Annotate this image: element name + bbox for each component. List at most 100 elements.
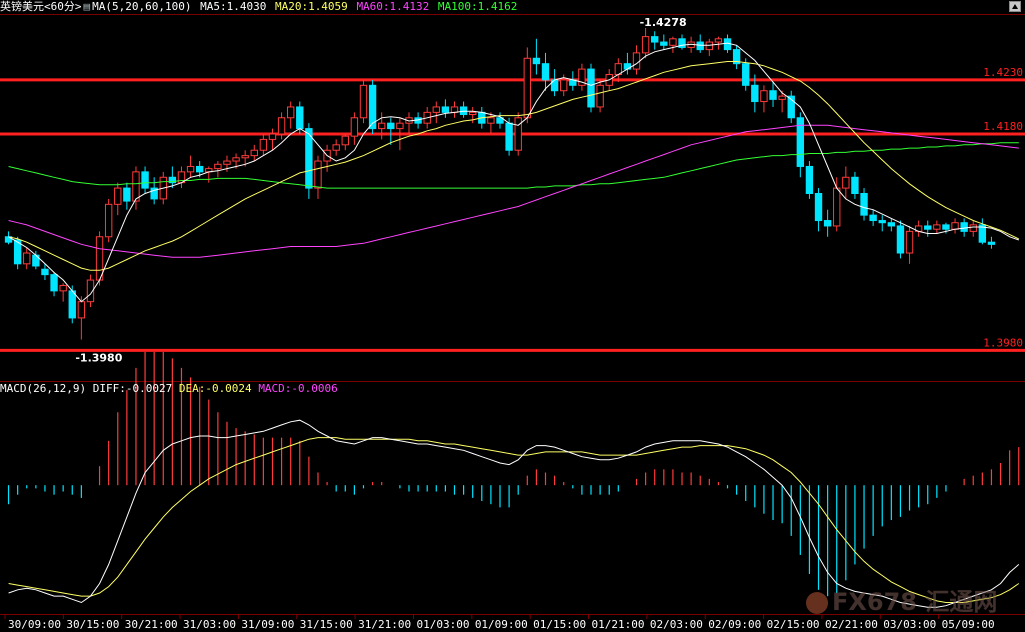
candle-body [104, 203, 113, 238]
time-axis-label: 31/21:00 [358, 618, 411, 631]
candle-body [186, 165, 195, 173]
candle-body [796, 117, 805, 167]
time-axis-label: 01/09:00 [475, 618, 528, 631]
candle-body [678, 38, 686, 48]
candle-body [223, 160, 231, 165]
candle-body [933, 224, 941, 230]
candle-body [195, 165, 204, 173]
candle-body [268, 133, 277, 140]
candle-body [869, 214, 877, 222]
candle-body [332, 144, 340, 151]
price-header: 英镑美元<60分> ▤ MA(5,20,60,100) MA5:1.4030 MA2… [0, 0, 1025, 14]
candle-body [77, 301, 86, 319]
candle-body [350, 117, 359, 137]
candle-body [378, 122, 386, 130]
candle-body [450, 106, 459, 113]
candle-body [150, 187, 158, 200]
candle-body [314, 160, 322, 189]
candle-body [368, 84, 377, 130]
candle-body [532, 57, 541, 65]
ma20-value: MA20:1.4059 [274, 0, 348, 13]
macd-diff-value: DIFF:-0.0027 [92, 382, 173, 395]
candle-body [168, 176, 177, 184]
candle-body [833, 187, 841, 227]
candle-body [59, 284, 67, 292]
candle-body [787, 95, 795, 119]
macd-label: MACD(26,12,9) [0, 382, 87, 395]
price-level-label: 1.3980 [983, 336, 1023, 349]
fx678-logo-icon [806, 592, 828, 614]
candle-body [560, 79, 568, 92]
candle-body [505, 122, 513, 151]
price-extreme-annotation: -1.4278 [640, 16, 687, 29]
candle-body [68, 290, 76, 319]
candle-body [286, 106, 295, 119]
candle-body [978, 224, 987, 243]
candle-body [4, 236, 13, 243]
time-axis-label: 01/15:00 [533, 618, 586, 631]
macd-dea-line [8, 437, 1020, 603]
candle-body [359, 84, 368, 119]
candle-body [632, 52, 641, 70]
time-axis-label: 05/09:00 [942, 618, 995, 631]
candle-body [705, 41, 714, 51]
candle-body [496, 117, 504, 124]
candle-body [396, 122, 404, 130]
candle-body [232, 157, 240, 162]
candle-body [250, 149, 258, 157]
candle-body [487, 117, 495, 124]
candle-body [523, 57, 531, 119]
candle-body [441, 106, 450, 113]
macd-header: MACD(26,12,9) DIFF:-0.0027 DEA:-0.0024 M… [0, 382, 1025, 396]
price-level-label: 1.4230 [983, 66, 1023, 79]
candle-body [578, 68, 586, 86]
candle-body [41, 268, 49, 276]
candle-body [742, 63, 750, 86]
time-axis-label: 30/21:00 [125, 618, 178, 631]
candle-body [696, 41, 704, 51]
price-level-label: 1.4180 [983, 120, 1023, 133]
candle-body [732, 49, 741, 65]
candle-body [769, 90, 777, 100]
candle-body [805, 165, 814, 194]
time-axis-label: 31/03:00 [183, 618, 236, 631]
ma-indicator-icon: ▤ [83, 0, 91, 13]
candle-body [141, 171, 149, 189]
time-axis-label: 02/15:00 [767, 618, 820, 631]
candle-body [751, 84, 759, 103]
time-axis-label: 31/09:00 [241, 618, 294, 631]
candle-body [432, 106, 440, 113]
candle-body [241, 155, 249, 159]
ma5-line [8, 42, 1019, 303]
time-axis-label: 02/03:00 [650, 618, 703, 631]
candle-body [823, 220, 832, 227]
ma100-line [8, 142, 1019, 189]
candle-body [469, 111, 477, 116]
candle-body [669, 38, 677, 46]
candle-body [887, 222, 896, 227]
candle-body [723, 38, 732, 51]
candle-body [960, 222, 968, 232]
watermark-text: FX678 汇通网 [832, 588, 998, 616]
time-axis-label: 30/15:00 [66, 618, 119, 631]
candle-body [123, 187, 131, 202]
candle-body [660, 41, 668, 46]
candle-body [924, 225, 932, 230]
candle-body [13, 239, 22, 265]
time-axis-label: 02/21:00 [825, 618, 878, 631]
candle-body [651, 36, 659, 43]
candle-body [514, 117, 522, 151]
candle-body [114, 187, 122, 205]
time-axis-label: 01/21:00 [592, 618, 645, 631]
price-extreme-annotation: -1.3980 [75, 351, 122, 364]
candle-body [896, 225, 905, 254]
ma60-value: MA60:1.4132 [356, 0, 430, 13]
time-axis-label: 30/09:00 [8, 618, 61, 631]
candle-body [778, 95, 786, 100]
time-axis-label: 01/03:00 [416, 618, 469, 631]
candle-body [851, 176, 859, 194]
instrument-title[interactable]: 英镑美元<60分> [0, 0, 82, 13]
ma100-value: MA100:1.4162 [437, 0, 518, 13]
time-axis-label: 02/09:00 [708, 618, 761, 631]
scroll-up-button[interactable] [1009, 1, 1021, 12]
